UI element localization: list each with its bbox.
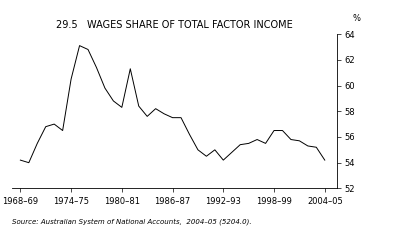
Text: Source: Australian System of National Accounts,  2004–05 (5204.0).: Source: Australian System of National Ac… — [12, 218, 252, 225]
Title: 29.5   WAGES SHARE OF TOTAL FACTOR INCOME: 29.5 WAGES SHARE OF TOTAL FACTOR INCOME — [56, 20, 293, 30]
Text: %: % — [353, 14, 361, 23]
